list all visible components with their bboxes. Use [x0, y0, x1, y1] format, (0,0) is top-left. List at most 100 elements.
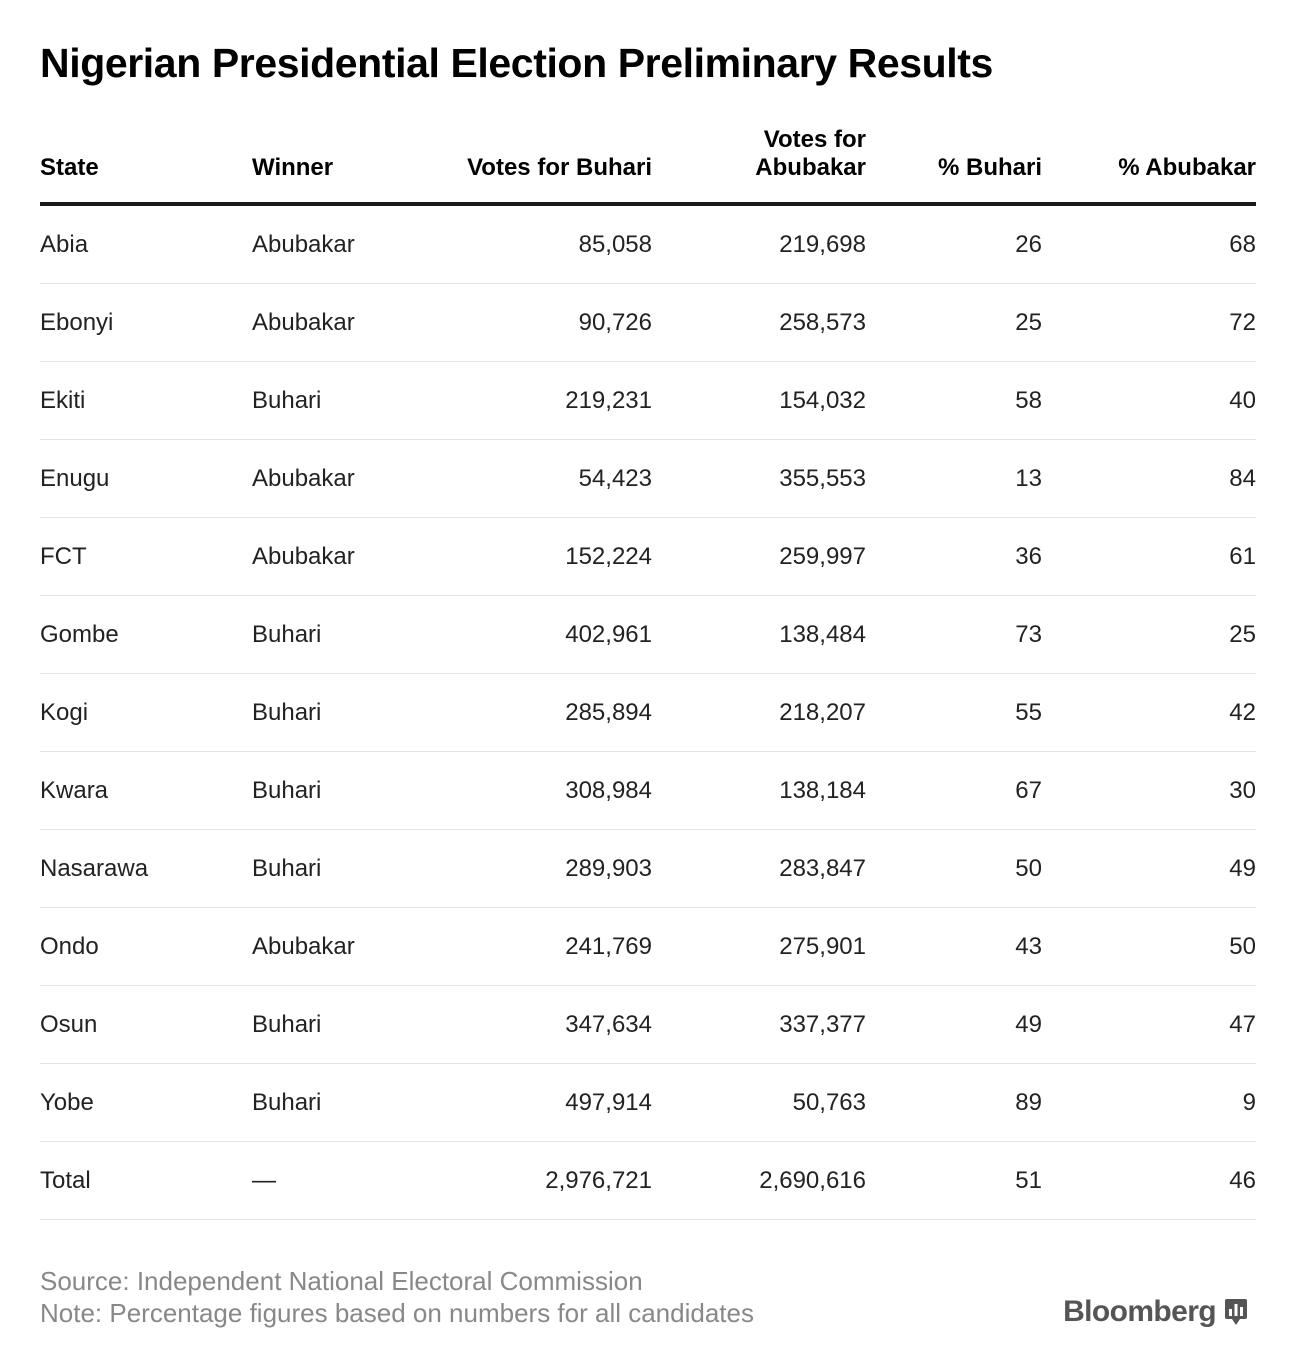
cell-pct-abubakar: 61	[1229, 542, 1256, 570]
cell-winner: Buhari	[252, 776, 322, 804]
cell-votes-buhari: 85,058	[578, 230, 652, 258]
cell-votes-buhari: 152,224	[565, 542, 652, 570]
cell-pct-abubakar: 25	[1229, 620, 1256, 648]
cell-state: Abia	[40, 230, 89, 258]
cell-votes-buhari: 497,914	[565, 1088, 652, 1116]
brand-name: Bloomberg	[1063, 1295, 1217, 1328]
header-pct-buhari: % Buhari	[937, 154, 1042, 181]
cell-votes-abubakar: 283,847	[779, 854, 866, 882]
cell-pct-abubakar: 47	[1229, 1010, 1256, 1038]
cell-votes-buhari: 2,976,721	[545, 1166, 652, 1194]
cell-winner: —	[252, 1166, 276, 1194]
table-header: State Winner Votes for Buhari Votes for …	[40, 122, 1256, 206]
table-row: Enugu Abubakar 54,423 355,553 13 84	[40, 440, 1256, 518]
cell-pct-buhari: 13	[1015, 464, 1042, 492]
cell-votes-abubakar: 218,207	[779, 698, 866, 726]
cell-winner: Buhari	[252, 854, 322, 882]
cell-winner: Abubakar	[252, 308, 355, 336]
cell-votes-abubakar: 138,484	[779, 620, 866, 648]
cell-pct-buhari: 73	[1015, 620, 1042, 648]
cell-pct-buhari: 50	[1015, 854, 1042, 882]
cell-votes-abubakar: 50,763	[792, 1088, 866, 1116]
cell-state: Total	[40, 1166, 91, 1194]
cell-votes-abubakar: 337,377	[779, 1010, 866, 1038]
cell-pct-buhari: 67	[1015, 776, 1042, 804]
cell-pct-buhari: 26	[1015, 230, 1042, 258]
cell-pct-abubakar: 9	[1242, 1088, 1256, 1116]
cell-pct-buhari: 55	[1015, 698, 1042, 726]
cell-pct-buhari: 89	[1015, 1088, 1042, 1116]
cell-state: Ebonyi	[40, 308, 114, 336]
chart-title: Nigerian Presidential Election Prelimina…	[40, 40, 993, 86]
cell-pct-buhari: 43	[1015, 932, 1042, 960]
cell-winner: Buhari	[252, 1088, 322, 1116]
cell-state: FCT	[40, 542, 87, 570]
results-table: State Winner Votes for Buhari Votes for …	[40, 122, 1256, 1220]
cell-votes-buhari: 347,634	[565, 1010, 652, 1038]
cell-votes-abubakar: 154,032	[779, 386, 866, 414]
cell-pct-buhari: 51	[1015, 1166, 1042, 1194]
cell-votes-abubakar: 275,901	[779, 932, 866, 960]
cell-pct-buhari: 49	[1015, 1010, 1042, 1038]
cell-pct-abubakar: 84	[1229, 464, 1256, 492]
table-row: Nasarawa Buhari 289,903 283,847 50 49	[40, 830, 1256, 908]
cell-pct-buhari: 25	[1015, 308, 1042, 336]
cell-state: Gombe	[40, 620, 119, 648]
table-row: Total — 2,976,721 2,690,616 51 46	[40, 1142, 1256, 1220]
cell-state: Osun	[40, 1010, 98, 1038]
header-votes-abubakar: Votes for Abubakar	[755, 126, 866, 181]
cell-pct-abubakar: 68	[1229, 230, 1256, 258]
bloomberg-logo: Bloomberg	[1063, 1295, 1248, 1329]
header-votes-buhari: Votes for Buhari	[467, 154, 652, 181]
cell-winner: Buhari	[252, 620, 322, 648]
header-state: State	[40, 154, 99, 181]
bar-chart-icon	[1224, 1298, 1248, 1326]
cell-pct-abubakar: 50	[1229, 932, 1256, 960]
cell-pct-abubakar: 30	[1229, 776, 1256, 804]
cell-votes-buhari: 308,984	[565, 776, 652, 804]
cell-votes-abubakar: 355,553	[779, 464, 866, 492]
cell-votes-buhari: 289,903	[565, 854, 652, 882]
cell-state: Kwara	[40, 776, 109, 804]
cell-winner: Buhari	[252, 386, 322, 414]
table-row: Ondo Abubakar 241,769 275,901 43 50	[40, 908, 1256, 986]
cell-winner: Abubakar	[252, 464, 355, 492]
cell-pct-abubakar: 46	[1229, 1166, 1256, 1194]
header-winner: Winner	[252, 154, 334, 181]
cell-votes-abubakar: 258,573	[779, 308, 866, 336]
cell-pct-buhari: 58	[1015, 386, 1042, 414]
cell-votes-buhari: 54,423	[578, 464, 652, 492]
table-row: Yobe Buhari 497,914 50,763 89 9	[40, 1064, 1256, 1142]
table-row: FCT Abubakar 152,224 259,997 36 61	[40, 518, 1256, 596]
table-row: Kwara Buhari 308,984 138,184 67 30	[40, 752, 1256, 830]
source-note: Source: Independent National Electoral C…	[40, 1266, 643, 1296]
table-row: Osun Buhari 347,634 337,377 49 47	[40, 986, 1256, 1064]
table-row: Ekiti Buhari 219,231 154,032 58 40	[40, 362, 1256, 440]
table-row: Gombe Buhari 402,961 138,484 73 25	[40, 596, 1256, 674]
cell-winner: Buhari	[252, 1010, 322, 1038]
cell-pct-abubakar: 42	[1229, 698, 1256, 726]
cell-winner: Abubakar	[252, 542, 355, 570]
table-row: Kogi Buhari 285,894 218,207 55 42	[40, 674, 1256, 752]
cell-state: Yobe	[40, 1088, 94, 1116]
cell-state: Ekiti	[40, 386, 86, 414]
cell-pct-abubakar: 49	[1229, 854, 1256, 882]
cell-winner: Abubakar	[252, 932, 355, 960]
percentage-note: Note: Percentage figures based on number…	[40, 1298, 754, 1328]
cell-votes-buhari: 219,231	[565, 386, 652, 414]
table-row: Abia Abubakar 85,058 219,698 26 68	[40, 206, 1256, 284]
cell-state: Enugu	[40, 464, 110, 492]
chart-footer: Source: Independent National Electoral C…	[40, 1265, 754, 1329]
cell-votes-buhari: 90,726	[578, 308, 652, 336]
cell-pct-abubakar: 72	[1229, 308, 1256, 336]
cell-votes-abubakar: 259,997	[779, 542, 866, 570]
cell-votes-abubakar: 2,690,616	[759, 1166, 866, 1194]
header-pct-abubakar: % Abubakar	[1118, 154, 1256, 181]
cell-votes-buhari: 402,961	[565, 620, 652, 648]
table-body: Abia Abubakar 85,058 219,698 26 68 Ebonyi Abuba…	[40, 206, 1256, 1220]
cell-pct-buhari: 36	[1015, 542, 1042, 570]
cell-votes-buhari: 241,769	[565, 932, 652, 960]
table-row: Ebonyi Abubakar 90,726 258,573 25 72	[40, 284, 1256, 362]
cell-state: Ondo	[40, 932, 99, 960]
cell-pct-abubakar: 40	[1229, 386, 1256, 414]
